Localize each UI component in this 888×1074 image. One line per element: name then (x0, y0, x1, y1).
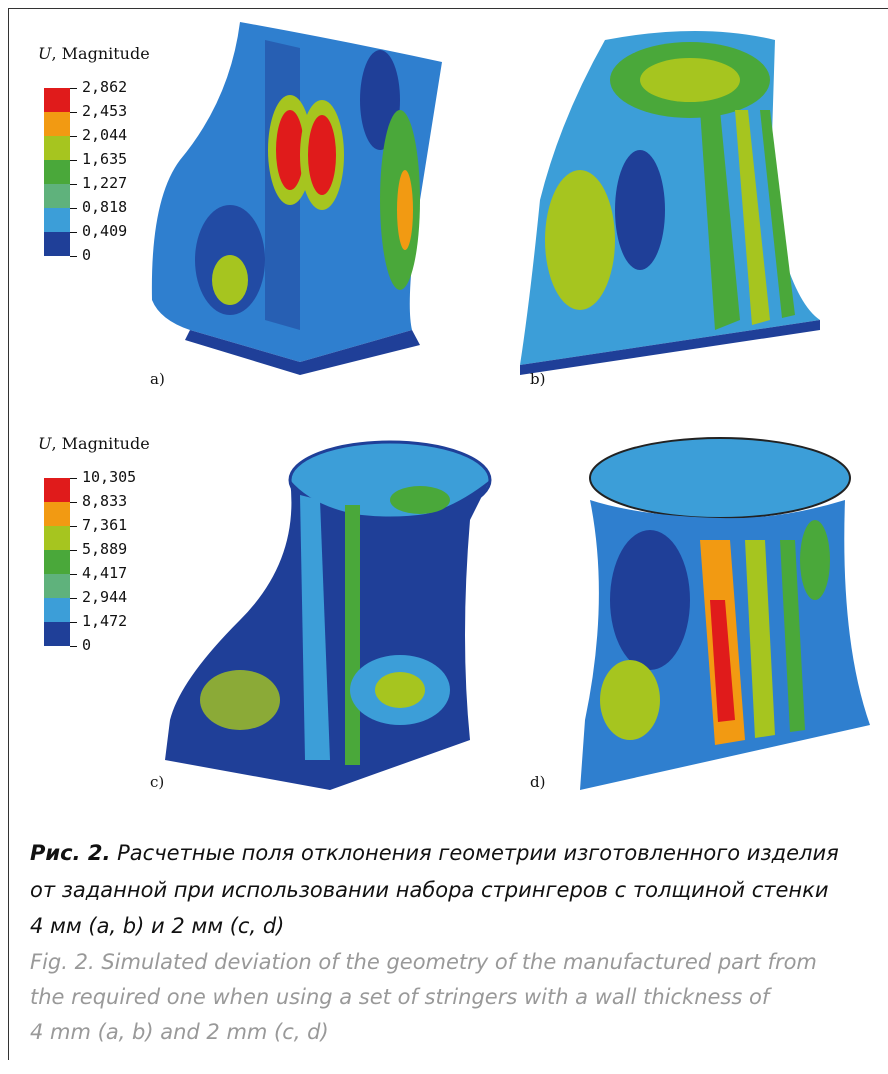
legend-tick (70, 478, 77, 479)
legend-label: 2,453 (82, 102, 127, 120)
legend-swatches (44, 88, 70, 256)
legend-label: 8,833 (82, 492, 127, 510)
legend-tick (70, 526, 77, 527)
fea-image-c (165, 442, 490, 790)
legend-tick (70, 184, 77, 185)
caption-text: Simulated deviation of the geometry of t… (101, 950, 817, 974)
legend-tick (70, 502, 77, 503)
legend-label: 4,417 (82, 564, 127, 582)
legend-title: U, Magnitude (38, 44, 150, 63)
legend-label: 0,818 (82, 198, 127, 216)
fea-image-d (580, 438, 870, 790)
page: U, Magnitude U, Magnitude a) b) c) d) Ри… (0, 0, 888, 1074)
legend-tick (70, 160, 77, 161)
legend-label: 7,361 (82, 516, 127, 534)
fea-image-a (152, 22, 442, 375)
legend-tick (70, 550, 77, 551)
legend-tick (70, 622, 77, 623)
caption-line: 4 mm (a, b) and 2 mm (c, d) (30, 1020, 329, 1044)
caption-prefix: Fig. 2. (30, 950, 95, 974)
legend-tick (70, 646, 77, 647)
legend-tick (70, 112, 77, 113)
legend-tick (70, 88, 77, 89)
legend-symbol: U (38, 44, 51, 63)
legend-text: , Magnitude (51, 44, 149, 63)
caption-line: от заданной при использовании набора стр… (30, 878, 828, 902)
legend-tick (70, 256, 77, 257)
legend-label: 1,227 (82, 174, 127, 192)
caption-line: Fig. 2. Simulated deviation of the geome… (30, 950, 817, 974)
caption-prefix: Рис. 2. (30, 841, 110, 865)
legend-label: 0 (82, 636, 91, 654)
legend-text: , Magnitude (51, 434, 149, 453)
legend-label: 5,889 (82, 540, 127, 558)
legend-tick (70, 574, 77, 575)
legend-tick (70, 136, 77, 137)
panel-label: a) (150, 370, 165, 388)
caption-text: Расчетные поля отклонения геометрии изго… (117, 841, 839, 865)
legend-label: 1,635 (82, 150, 127, 168)
legend-tick (70, 598, 77, 599)
legend-swatches (44, 478, 70, 646)
panel-label: d) (530, 773, 545, 791)
caption-line: Рис. 2. Расчетные поля отклонения геомет… (30, 841, 839, 865)
panel-label: c) (150, 773, 164, 791)
caption-line: 4 мм (a, b) и 2 мм (c, d) (30, 914, 284, 938)
legend-label: 10,305 (82, 468, 136, 486)
legend-title: U, Magnitude (38, 434, 150, 453)
legend-label: 2,944 (82, 588, 127, 606)
figure-images (0, 0, 888, 820)
legend-label: 2,862 (82, 78, 127, 96)
legend-symbol: U (38, 434, 51, 453)
panel-label: b) (530, 370, 545, 388)
fea-image-b (520, 31, 820, 375)
legend-label: 0 (82, 246, 91, 264)
legend-tick (70, 232, 77, 233)
legend-tick (70, 208, 77, 209)
legend-label: 0,409 (82, 222, 127, 240)
legend-label: 2,044 (82, 126, 127, 144)
caption-line: the required one when using a set of str… (30, 985, 769, 1009)
legend-label: 1,472 (82, 612, 127, 630)
